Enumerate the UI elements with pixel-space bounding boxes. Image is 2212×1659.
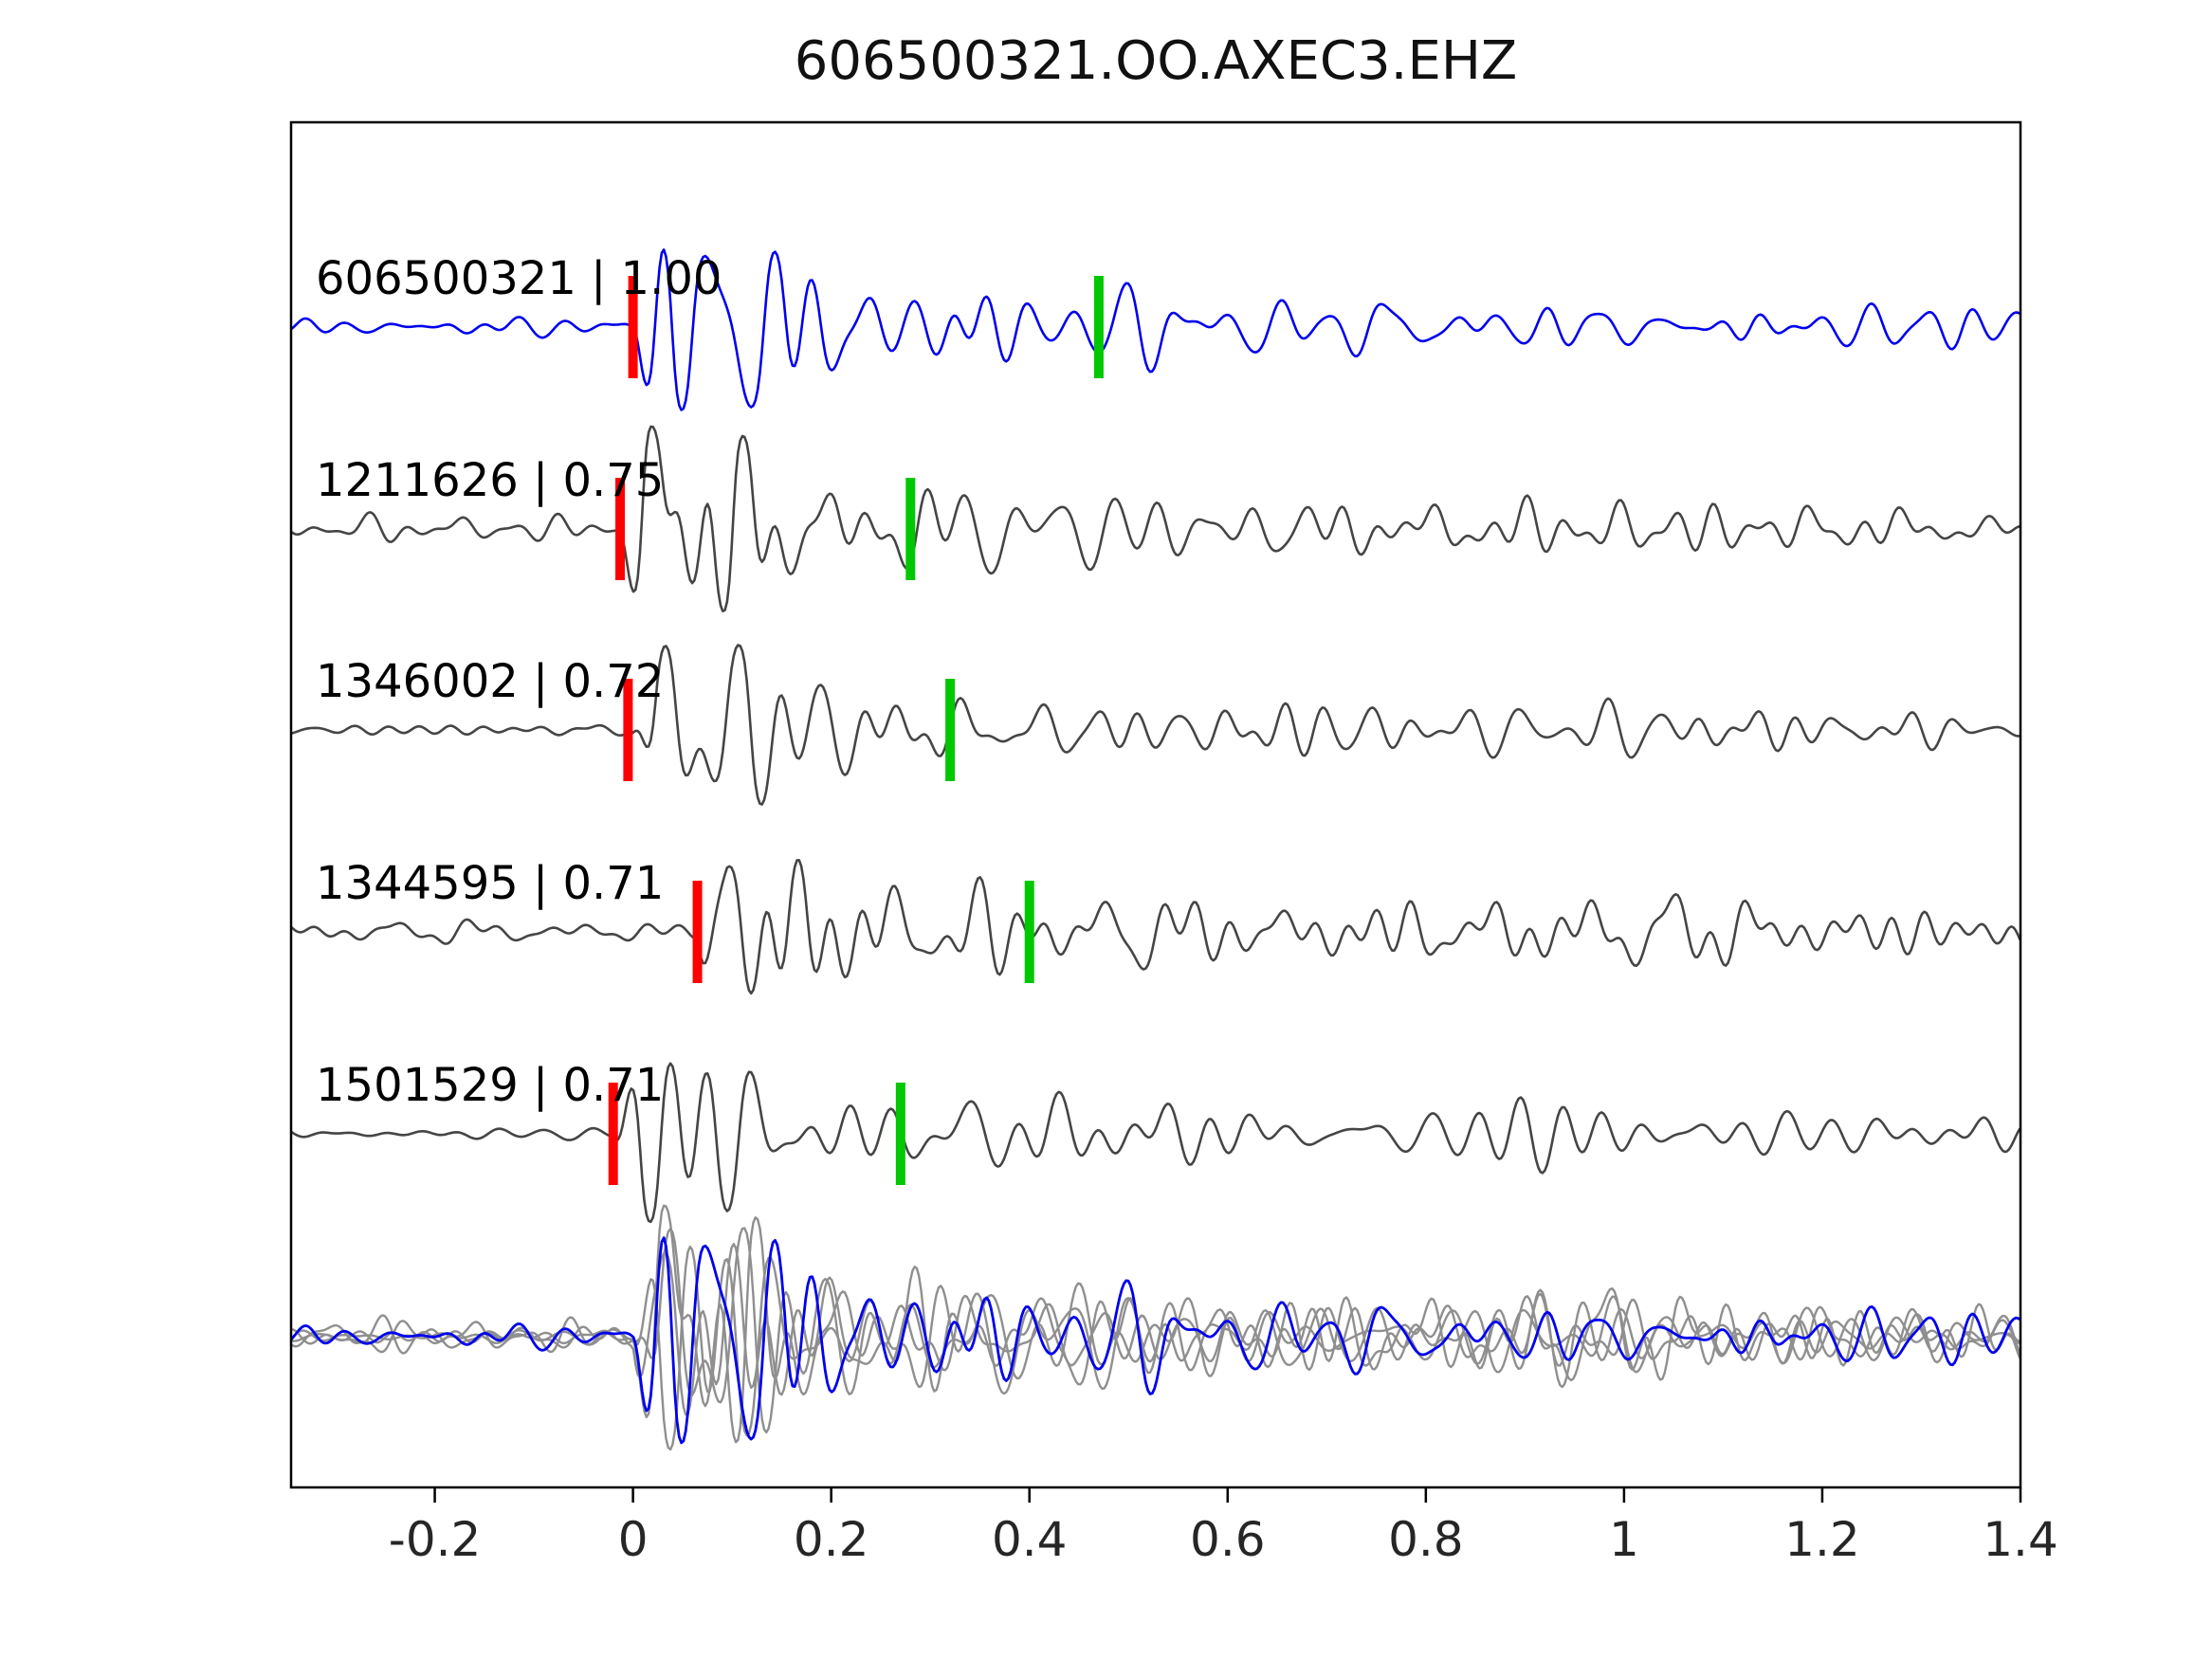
waveform-trace-606500321 (291, 248, 2020, 411)
green-pick-marker-1344595 (1024, 881, 1034, 983)
x-tick-label: 1.2 (1784, 1512, 1860, 1567)
red-pick-marker-1346002 (623, 679, 633, 781)
waveform-trace-1344595 (291, 858, 2020, 995)
stack-trace-1346002 (291, 1227, 2020, 1434)
green-pick-marker-606500321 (1093, 276, 1104, 378)
x-tick-label: -0.2 (389, 1512, 482, 1567)
stack-trace-reference (291, 1236, 2020, 1445)
trace-label-reference: 606500321 | 1.00 (316, 252, 722, 305)
waveform-trace-1501529 (291, 1062, 2020, 1224)
x-tick-label: 0.8 (1388, 1512, 1464, 1567)
red-pick-marker-1501529 (608, 1083, 618, 1185)
x-tick-label: 0.2 (794, 1512, 869, 1567)
waveform-trace-1211626 (291, 425, 2020, 613)
waveform-trace-1346002 (291, 644, 2020, 806)
red-pick-marker-1344595 (692, 881, 703, 983)
trace-label-match-2: 1346002 | 0.72 (316, 655, 665, 708)
x-tick-label: 1.4 (1983, 1512, 2058, 1567)
x-tick-label: 0 (618, 1512, 649, 1567)
red-pick-marker-1211626 (615, 478, 626, 580)
green-pick-marker-1501529 (895, 1083, 905, 1185)
stack-trace-1211626 (291, 1204, 2020, 1444)
x-tick-label: 1 (1609, 1512, 1639, 1567)
x-tick-label: 0.6 (1190, 1512, 1266, 1567)
red-pick-marker-606500321 (628, 276, 638, 378)
green-pick-marker-1211626 (905, 478, 916, 580)
trace-label-match-4: 1501529 | 0.71 (316, 1059, 665, 1112)
figure-title: 606500321.OO.AXEC3.EHZ (794, 30, 1518, 92)
x-tick-label: 0.4 (992, 1512, 1068, 1567)
green-pick-marker-1346002 (945, 679, 956, 781)
plot-border (289, 120, 2022, 1489)
trace-label-match-3: 1344595 | 0.71 (316, 857, 665, 910)
trace-label-match-1: 1211626 | 0.75 (316, 454, 665, 507)
